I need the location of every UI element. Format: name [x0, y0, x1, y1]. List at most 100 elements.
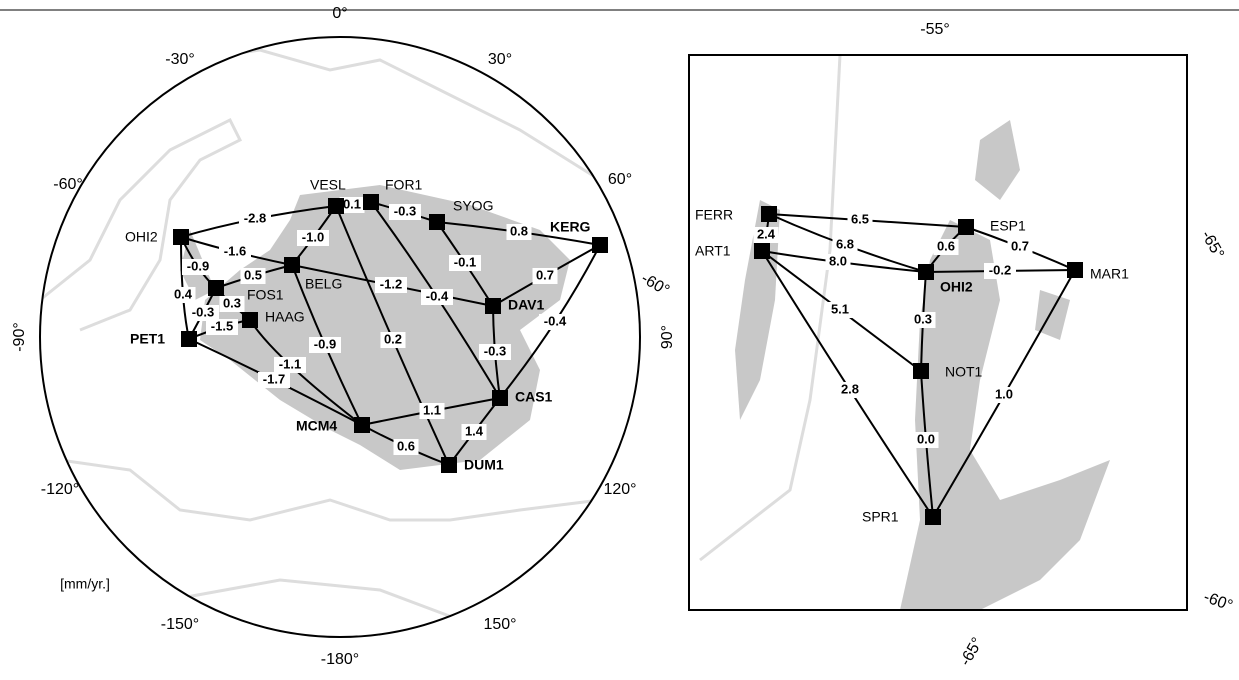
baseline-label-bg — [984, 263, 1016, 279]
station-marker — [918, 264, 934, 280]
station-marker — [284, 257, 300, 273]
station-label: NOT1 — [945, 364, 983, 380]
baseline-label-bg — [421, 289, 453, 305]
station-label: PET1 — [130, 331, 165, 347]
graticule-label: -90° — [11, 322, 28, 352]
baseline-label-bg — [274, 357, 306, 373]
station-marker — [429, 214, 445, 230]
baseline-label: 0.7 — [1011, 238, 1029, 253]
baseline-label-bg — [506, 224, 532, 240]
station-label: MCM4 — [296, 418, 337, 434]
station-marker — [913, 363, 929, 379]
graticule-label: -60° — [53, 176, 83, 193]
baseline-label: -0.9 — [187, 258, 209, 273]
baseline-label: 0.1 — [343, 196, 361, 211]
station-marker — [328, 198, 344, 214]
station-label: OHI2 — [125, 229, 158, 245]
baseline-label-bg — [479, 344, 511, 360]
station-marker — [173, 229, 189, 245]
graticule-label: -180° — [321, 651, 359, 668]
baseline-label-bg — [339, 197, 365, 213]
station-label: ART1 — [695, 243, 731, 259]
station-marker — [761, 206, 777, 222]
baseline-label-bg — [219, 296, 245, 312]
baseline-label-bg — [182, 259, 214, 275]
station-label: DAV1 — [508, 297, 545, 313]
station-marker — [492, 390, 508, 406]
baseline-label: 2.8 — [841, 381, 859, 396]
baseline-label: 1.1 — [423, 402, 441, 417]
station-label: KERG — [550, 219, 591, 235]
baseline-label-bg — [380, 332, 406, 348]
station-label: OHI2 — [940, 279, 973, 295]
station-marker — [485, 298, 501, 314]
baseline-label: -1.0 — [302, 229, 324, 244]
baseline-label-bg — [827, 302, 853, 318]
station-marker — [363, 194, 379, 210]
graticule-label: 0° — [332, 5, 347, 22]
station-marker — [242, 312, 258, 328]
baseline-label-bg — [461, 424, 487, 440]
baseline-label-bg — [240, 268, 266, 284]
baseline-label: 8.0 — [829, 253, 847, 268]
station-marker — [958, 219, 974, 235]
station-label: DUM1 — [464, 457, 504, 473]
baseline-label: -1.7 — [263, 371, 285, 386]
baseline-label: 0.3 — [914, 311, 932, 326]
graticule-label: 30° — [488, 51, 512, 68]
station-marker — [754, 243, 770, 259]
baseline-label: 1.0 — [995, 386, 1013, 401]
station-label: HAAG — [265, 309, 305, 325]
baseline-label-bg — [539, 314, 571, 330]
baseline-label-bg — [837, 382, 863, 398]
station-marker — [354, 417, 370, 433]
baseline-label-bg — [170, 287, 196, 303]
baseline-label: 5.1 — [831, 301, 849, 316]
baseline-label: -1.5 — [211, 318, 233, 333]
baseline-label-bg — [258, 372, 290, 388]
baseline-label-bg — [239, 211, 271, 227]
station-marker — [1067, 262, 1083, 278]
baseline-label-bg — [206, 319, 238, 335]
graticule-label: -65° — [1197, 228, 1227, 262]
baseline-label-bg — [187, 305, 219, 321]
baseline-label: 6.5 — [851, 211, 869, 226]
left-frame — [39, 36, 641, 638]
baseline-label: -1.2 — [380, 276, 402, 291]
baseline-label: 0.6 — [397, 438, 415, 453]
baseline-label-bg — [389, 204, 421, 220]
graticule-label: -120° — [41, 481, 79, 498]
baseline-label: -1.6 — [224, 243, 246, 258]
baseline-label-bg — [825, 254, 851, 270]
baseline-label-bg — [419, 403, 445, 419]
baseline-label-bg — [532, 268, 558, 284]
baseline-label: -0.3 — [394, 203, 416, 218]
baseline-label-bg — [309, 337, 341, 353]
graticule-label: 120° — [603, 481, 636, 498]
baseline-label: -0.9 — [314, 336, 336, 351]
graticule-label: -150° — [161, 616, 199, 633]
baseline-label: -2.8 — [244, 210, 266, 225]
baseline-label: 0.8 — [510, 223, 528, 238]
station-marker — [441, 457, 457, 473]
station-marker — [592, 237, 608, 253]
baseline-label: 0.2 — [384, 331, 402, 346]
baseline-label-bg — [991, 387, 1017, 403]
graticule-label: -55° — [920, 21, 950, 38]
station-marker — [181, 331, 197, 347]
station-label: VESL — [310, 177, 346, 193]
graticule-label: -65° — [957, 635, 987, 669]
baseline-label: 6.8 — [836, 236, 854, 251]
baseline-label: -0.2 — [989, 262, 1011, 277]
baseline-label: 0.0 — [917, 431, 935, 446]
baseline-label: 0.7 — [536, 267, 554, 282]
baseline-label-bg — [1007, 239, 1033, 255]
baseline-label: -0.4 — [544, 313, 567, 328]
baseline-label-bg — [449, 255, 481, 271]
station-label: ESP1 — [990, 218, 1026, 234]
baseline-label-bg — [913, 432, 939, 448]
baseline-label-bg — [297, 230, 329, 246]
station-label: FOS1 — [247, 287, 284, 303]
baseline-label-bg — [375, 277, 407, 293]
